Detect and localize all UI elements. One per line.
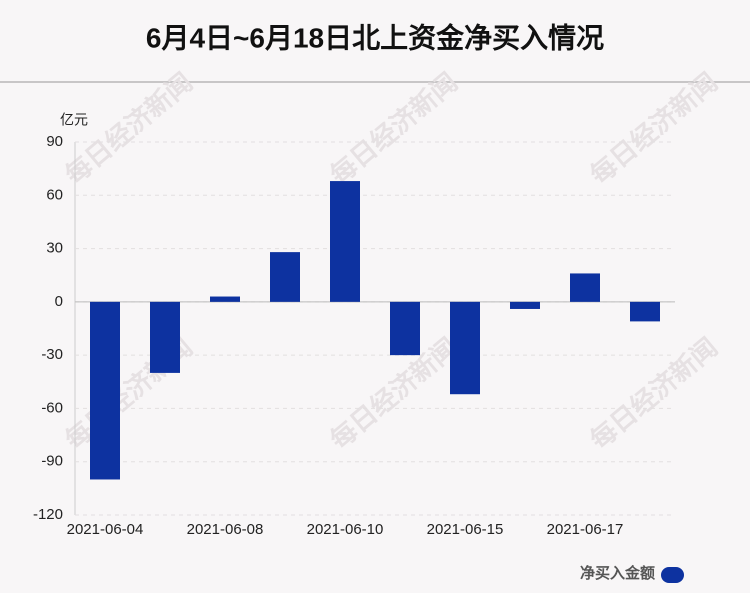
y-tick-label: -90 <box>41 453 63 470</box>
x-tick-label: 2021-06-10 <box>307 521 384 538</box>
y-tick-label: -120 <box>33 506 63 523</box>
bar <box>270 252 300 302</box>
chart-title: 6月4日~6月18日北上资金净买入情况 <box>146 21 604 53</box>
legend-label: 净买入金额 <box>580 564 655 582</box>
y-tick-label: -30 <box>41 346 63 363</box>
y-tick-label: 0 <box>55 293 63 310</box>
x-tick-label: 2021-06-04 <box>67 521 144 538</box>
y-tick-label: -60 <box>41 399 63 416</box>
legend-swatch <box>661 567 684 583</box>
bar <box>210 296 240 302</box>
y-tick-label: 90 <box>46 133 63 150</box>
bar <box>330 181 360 302</box>
y-axis-unit: 亿元 <box>60 112 88 128</box>
bar <box>630 301 660 322</box>
y-tick-label: 30 <box>46 240 63 257</box>
bar <box>390 301 420 356</box>
x-tick-label: 2021-06-17 <box>547 521 624 538</box>
bar <box>450 301 480 395</box>
bar <box>510 301 540 309</box>
x-tick-label: 2021-06-08 <box>187 521 264 538</box>
x-tick-label: 2021-06-15 <box>427 521 504 538</box>
y-tick-label: 60 <box>46 186 63 203</box>
bar <box>570 273 600 302</box>
bar <box>150 301 180 373</box>
bar <box>90 301 120 480</box>
